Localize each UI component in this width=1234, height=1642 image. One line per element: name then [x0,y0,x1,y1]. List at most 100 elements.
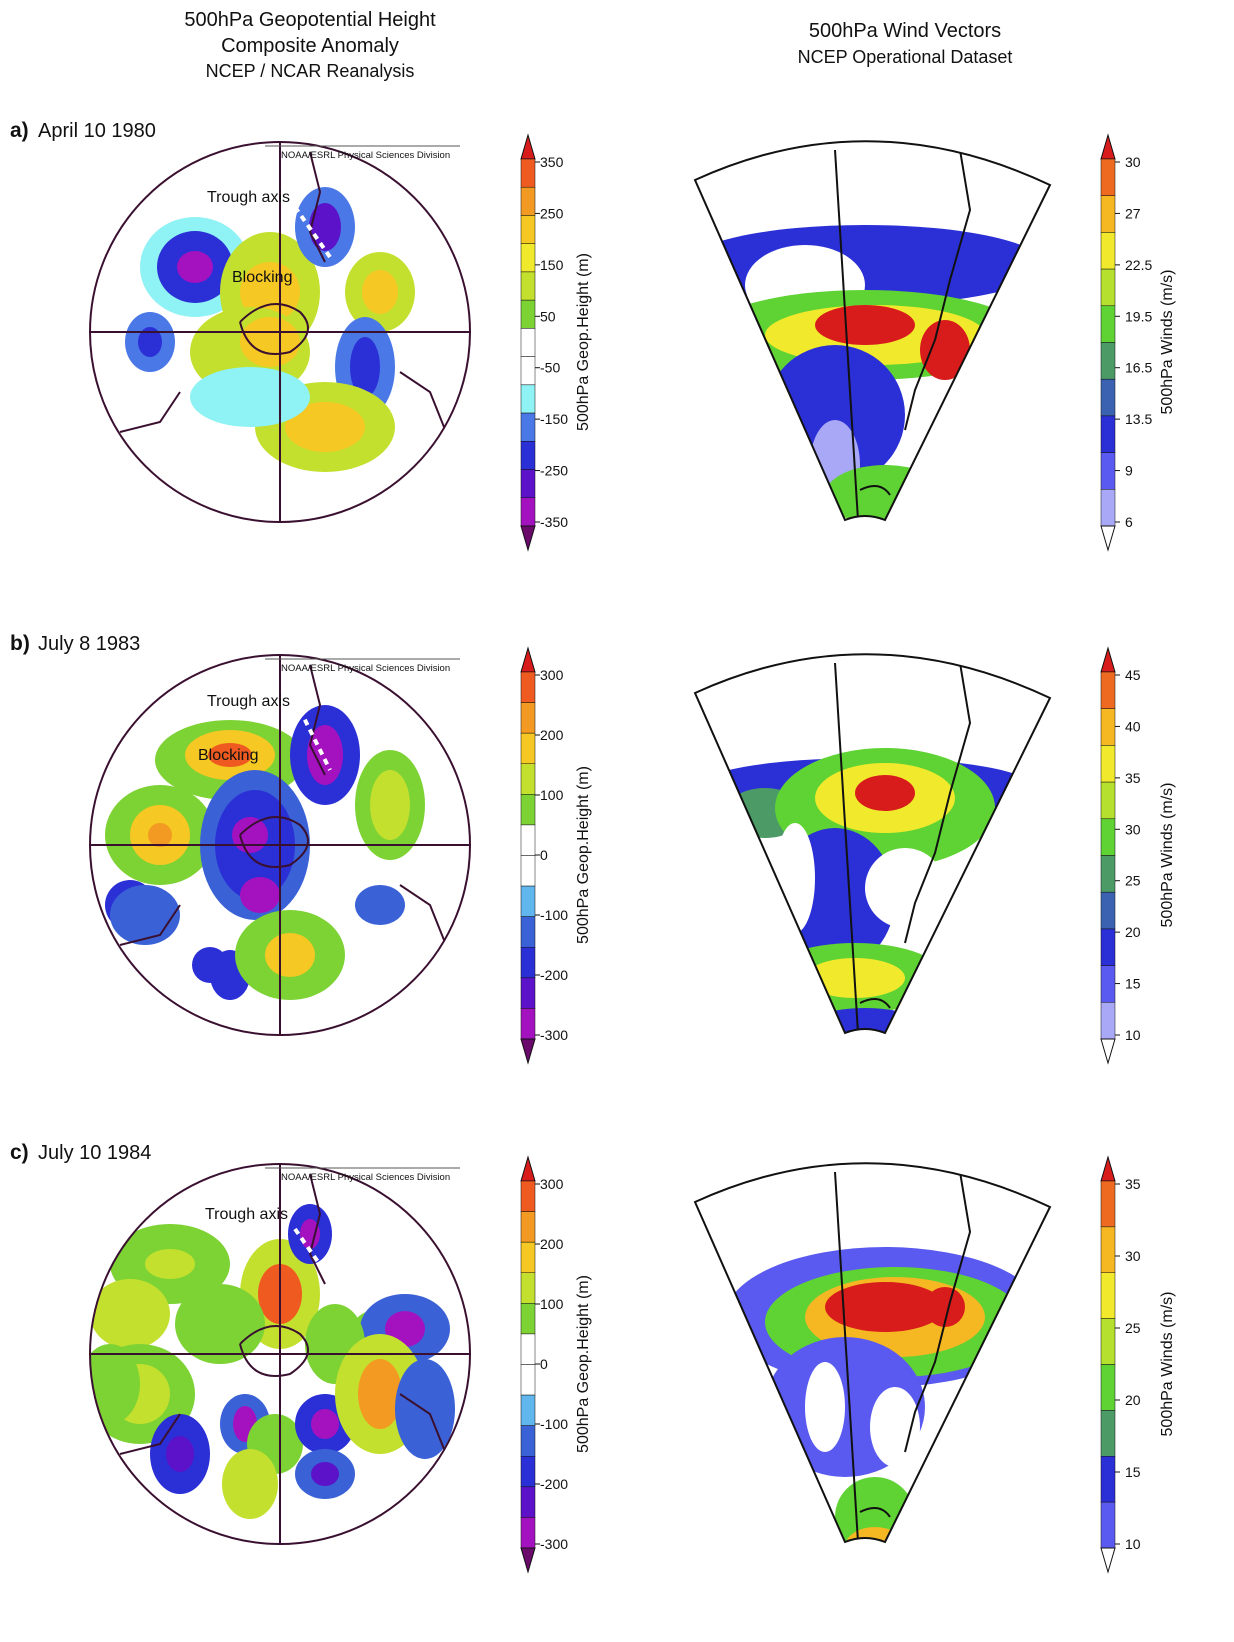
colorbar-tick-label: 250 [540,205,564,221]
credit: NOAA/ESRL Physical Sciences Division [281,663,450,674]
colorbar-band [1100,415,1116,453]
colorbar-tick-label: 0 [540,847,548,863]
panel-letter: c) [10,1141,29,1164]
colorbar-tick-label: -200 [540,1476,568,1492]
colorbar-band [520,1008,536,1040]
colorbar-band [1100,489,1116,527]
meridian [834,1171,859,1542]
colorbar-cap [520,525,536,552]
colorbar-band [520,1486,536,1518]
colorbar-band [520,441,536,470]
colorbar-band [1100,1456,1116,1503]
colorbar-label: 500hPa Geop.Height (m) [575,253,592,431]
colorbar-band [1100,232,1116,270]
colorbar-band [520,1425,536,1457]
coastline [859,149,972,496]
map-border [89,654,471,1036]
anomaly-contour [192,947,228,983]
colorbar-cap [520,646,536,673]
colorbar-cap [1100,646,1116,673]
header-right-line: NCEP Operational Dataset [798,47,1013,67]
colorbar-band [1100,891,1116,930]
wind-contour [835,1477,915,1542]
colorbar-band [520,497,536,527]
anomaly-contour [208,743,252,767]
anomaly-contour [240,262,300,322]
colorbar-tick-label: 16.5 [1125,360,1152,376]
colorbar-band [520,1394,536,1426]
colorbar-band [520,977,536,1009]
header-left-line: Composite Anomaly [221,35,399,57]
colorbar-tick-label: 19.5 [1125,308,1152,324]
colorbar-band [520,885,536,917]
map-annotation: Trough axis [205,1206,288,1223]
colorbar-band [1100,1410,1116,1457]
colorbar-cap [1100,525,1116,552]
anomaly-contour [90,1344,140,1424]
polar-map [90,142,470,522]
colorbar-tick-label: 30 [1125,154,1141,170]
colorbar-tick-label: -350 [540,514,568,530]
colorbar-cap [520,1038,536,1065]
colorbar-band [520,158,536,188]
colorbar-band [520,328,536,357]
polar-map [90,1164,470,1544]
wedge-map [695,1163,1050,1542]
wind-contour [825,1282,945,1332]
wind-contour [845,1527,905,1542]
anomaly-contour [265,933,315,977]
colorbar-band [1100,671,1116,709]
colorbar-band [1100,342,1116,380]
wind-contour [815,305,915,345]
anomaly-contour [148,823,172,847]
wind-contour [870,1387,920,1467]
anomaly-contour [232,817,268,853]
colorbar-band [520,215,536,244]
colorbar-tick-label: 6 [1125,514,1133,530]
colorbar-tick-label: 13.5 [1125,411,1152,427]
anomaly-contour [222,1449,278,1519]
colorbar-label: 500hPa Winds (m/s) [1159,783,1176,928]
colorbar-band [520,1303,536,1335]
colorbar-band [520,1272,536,1304]
colorbar-tick-label: 150 [540,257,564,273]
colorbar-band [1100,195,1116,233]
colorbar-tick-label: 100 [540,1296,564,1312]
colorbar-tick-label: -300 [540,1536,568,1552]
colorbar-band [520,794,536,826]
colorbar-band [1100,965,1116,1003]
colorbar-label: 500hPa Geop.Height (m) [575,766,592,944]
colorbar-band [1100,781,1116,820]
anomaly-contour [145,1249,195,1279]
colorbar-band [520,671,536,703]
anomaly-contour [285,402,365,452]
colorbar-label: 500hPa Winds (m/s) [1159,1292,1176,1437]
map-border [89,141,471,523]
wedge-border [693,653,1052,1035]
anomaly-contour [311,1462,339,1486]
colorbar-cap [1100,1547,1116,1574]
colorbar-band [1100,452,1116,490]
wind-contour [925,1287,965,1327]
colorbar-band [520,1517,536,1549]
colorbar-tick-label: 100 [540,787,564,803]
colorbar-band [1100,158,1116,196]
anomaly-contour [110,885,180,945]
colorbar-tick-label: 300 [540,1176,564,1192]
colorbar-cap [1100,1038,1116,1065]
colorbar-band [1100,1364,1116,1411]
colorbar-tick-label: 0 [540,1356,548,1372]
colorbar-band [520,824,536,856]
colorbar-band [1100,268,1116,307]
colorbar-band [1100,1180,1116,1228]
colorbar-tick-label: 25 [1125,873,1141,889]
panel-date: July 10 1984 [38,1142,151,1164]
colorbar-band [520,299,536,329]
anomaly-contour [309,203,341,251]
colorbar-tick-label: -250 [540,463,568,479]
header-left-line: 500hPa Geopotential Height [184,9,436,31]
credit: NOAA/ESRL Physical Sciences Division [281,1172,450,1183]
anomaly-contour [362,270,398,314]
colorbar-band [520,1456,536,1488]
colorbar-tick-label: 30 [1125,1248,1141,1264]
